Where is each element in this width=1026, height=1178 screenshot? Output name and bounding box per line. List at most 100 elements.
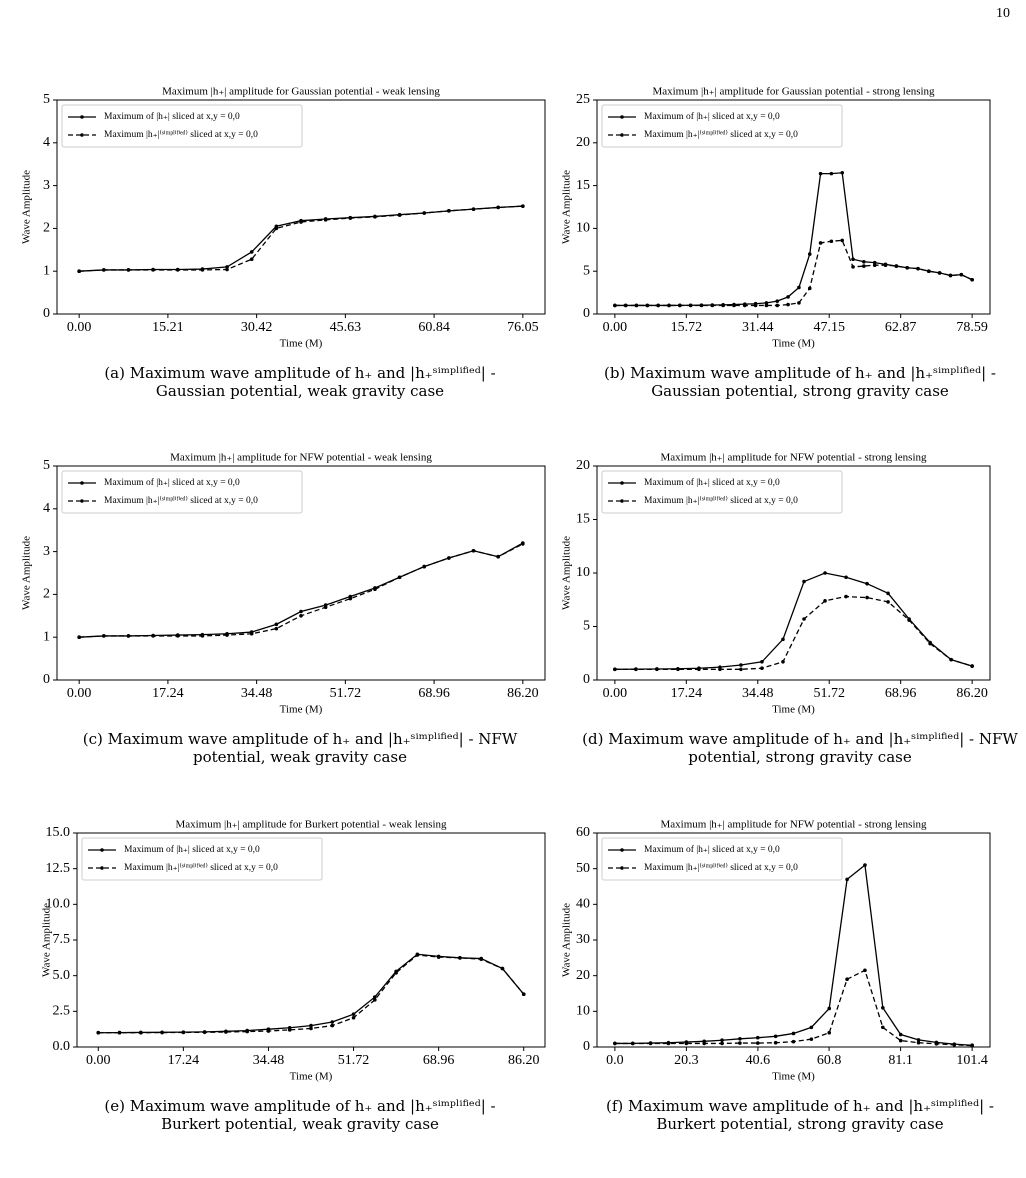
data-point: [916, 1040, 921, 1045]
caption: (c) Maximum wave amplitude of h₊ and |h₊…: [83, 730, 518, 748]
data-point: [844, 594, 848, 599]
data-point: [840, 238, 845, 243]
data-point: [471, 548, 476, 553]
y-tick-label: 0: [583, 306, 590, 321]
data-point: [710, 303, 715, 308]
y-tick-label: 2: [43, 221, 50, 236]
data-point: [959, 272, 964, 277]
data-point: [373, 215, 377, 219]
x-axis-label: Time (M): [772, 338, 815, 350]
x-tick-label: 51.72: [813, 686, 845, 701]
y-axis-label: Wave Amplitude: [561, 170, 573, 244]
data-point: [753, 303, 758, 308]
data-point: [102, 634, 106, 638]
data-point: [786, 295, 790, 299]
data-point: [274, 622, 279, 627]
series-line: [614, 239, 973, 307]
data-point: [181, 1030, 186, 1035]
series-line: [98, 953, 525, 1034]
data-point: [881, 1025, 885, 1030]
data-point: [666, 1041, 671, 1046]
caption: Gaussian potential, strong gravity case: [651, 382, 949, 400]
data-point: [224, 1030, 228, 1034]
data-point: [299, 220, 303, 224]
legend-marker: [620, 866, 624, 870]
data-point: [330, 1023, 335, 1028]
y-tick-label: 0: [43, 672, 50, 687]
y-tick-label: 30: [576, 932, 590, 947]
data-point: [970, 277, 974, 282]
x-tick-label: 81.1: [888, 1053, 913, 1068]
data-point: [844, 575, 848, 580]
data-point: [299, 614, 303, 618]
data-point: [613, 1041, 617, 1046]
data-point: [851, 265, 855, 269]
x-tick-label: 34.48: [742, 686, 774, 701]
data-point: [797, 285, 801, 290]
data-point: [928, 641, 932, 646]
data-point: [249, 250, 254, 254]
data-point: [952, 1043, 957, 1047]
data-point: [678, 303, 682, 308]
chart-title: Maximum |h₊| amplitude for Burkert poten…: [175, 819, 447, 831]
x-tick-label: 20.3: [674, 1053, 699, 1068]
x-tick-label: 78.59: [956, 320, 988, 335]
legend-label: Maximum of |h₊| sliced at x,y = 0,0: [104, 111, 240, 122]
data-point: [630, 1041, 635, 1046]
data-point: [916, 1038, 921, 1042]
y-tick-label: 5: [583, 263, 590, 278]
data-point: [500, 966, 505, 971]
data-point: [684, 1041, 689, 1046]
series-line: [79, 542, 524, 638]
series-line: [614, 595, 973, 670]
y-tick-label: 4: [43, 501, 50, 516]
x-tick-label: 34.48: [241, 686, 273, 701]
legend-label: Maximum |h₊|⁽ˢⁱᵐᵖˡⁱᶠⁱᵉᵈ⁾ sliced at x,y =…: [644, 129, 798, 140]
data-point: [225, 633, 229, 637]
y-tick-label: 5.0: [53, 968, 71, 983]
x-tick-label: 15.72: [671, 320, 703, 335]
caption: (f) Maximum wave amplitude of h₊ and |h₊…: [606, 1097, 994, 1115]
caption: Burkert potential, weak gravity case: [161, 1115, 439, 1133]
plot-frame: [596, 465, 991, 681]
legend-box: [61, 104, 303, 148]
data-point: [845, 877, 849, 882]
caption: potential, strong gravity case: [688, 748, 912, 766]
x-tick-label: 68.96: [885, 686, 917, 701]
legend-box: [601, 470, 843, 514]
legend-label: Maximum |h₊|⁽ˢⁱᵐᵖˡⁱᶠⁱᵉᵈ⁾ sliced at x,y =…: [104, 495, 258, 506]
chart-title: Maximum |h₊| amplitude for NFW potential…: [660, 819, 927, 831]
data-point: [496, 205, 500, 210]
data-point: [845, 977, 849, 982]
data-point: [287, 1028, 292, 1032]
chart-title: Maximum |h₊| amplitude for Gaussian pote…: [652, 86, 935, 98]
series-line: [614, 863, 973, 1046]
data-point: [863, 968, 867, 973]
data-point: [872, 260, 877, 265]
x-tick-label: 31.44: [742, 320, 774, 335]
data-point: [970, 1043, 974, 1048]
data-point: [764, 303, 769, 308]
legend-label: Maximum |h₊|⁽ˢⁱᵐᵖˡⁱᶠⁱᵉᵈ⁾ sliced at x,y =…: [124, 862, 278, 873]
data-point: [225, 265, 229, 269]
legend-marker: [620, 848, 624, 852]
data-point: [797, 301, 801, 305]
x-tick-label: 0.00: [86, 1053, 111, 1068]
x-tick-label: 76.05: [507, 320, 539, 335]
data-point: [202, 1030, 207, 1035]
data-point: [648, 1041, 653, 1046]
data-point: [865, 581, 869, 586]
data-point: [274, 226, 279, 231]
x-axis-label: Time (M): [772, 704, 815, 716]
data-point: [802, 617, 806, 621]
data-point: [862, 259, 866, 264]
data-point: [937, 271, 942, 275]
data-point: [829, 171, 834, 176]
data-point: [898, 1038, 903, 1043]
data-point: [786, 302, 790, 307]
data-point: [699, 303, 704, 308]
data-point: [309, 1026, 313, 1031]
legend-marker: [620, 499, 624, 503]
data-point: [139, 1030, 143, 1035]
data-point: [373, 587, 377, 592]
